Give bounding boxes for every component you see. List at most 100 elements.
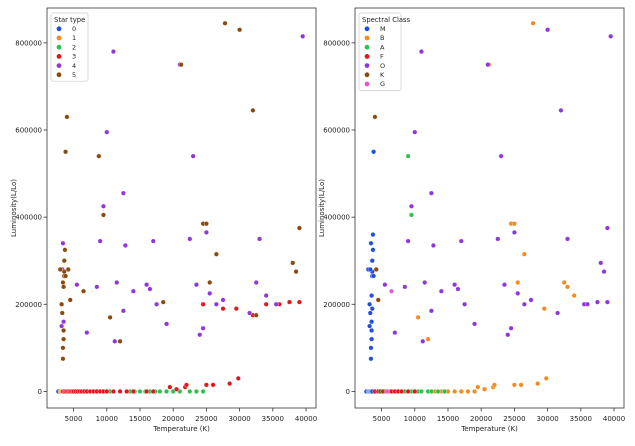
data-point (535, 381, 541, 387)
data-point (565, 236, 571, 242)
legend-marker (364, 35, 370, 41)
data-point (369, 327, 375, 333)
legend-title: Spectral Class (362, 16, 411, 24)
data-point (61, 319, 67, 325)
x-tick-label: 5000 (65, 415, 83, 423)
data-point (368, 356, 374, 362)
x-tick-label: 15000 (129, 415, 151, 423)
data-point (608, 33, 614, 39)
data-point (521, 251, 527, 257)
x-tick-label: 25000 (195, 415, 217, 423)
data-point (227, 381, 233, 387)
data-point (367, 323, 373, 329)
data-point (368, 240, 374, 246)
data-point (57, 266, 63, 272)
legend-entry-label: B (380, 34, 384, 42)
data-point (418, 49, 424, 55)
x-tick-label: 5000 (373, 415, 391, 423)
legend-marker (56, 26, 62, 32)
y-tick-label: 200000 (323, 301, 350, 309)
data-point (465, 388, 471, 394)
data-point (144, 388, 150, 394)
data-point (370, 247, 376, 253)
data-point (555, 310, 561, 316)
data-point (286, 299, 292, 305)
data-point (422, 280, 428, 285)
legend-entry-label: 4 (72, 62, 76, 70)
data-point (420, 338, 426, 344)
data-point (104, 129, 110, 135)
legend-entry-label: 3 (72, 53, 76, 61)
data-point (584, 301, 590, 307)
data-point (114, 280, 120, 285)
data-point (501, 282, 507, 288)
data-point (367, 266, 373, 272)
data-point (61, 336, 67, 342)
data-point (296, 299, 302, 305)
legend-entry-label: F (380, 53, 384, 61)
data-point (370, 232, 376, 238)
data-point (392, 330, 398, 336)
data-point (375, 297, 381, 303)
data-point (200, 301, 206, 307)
data-point (200, 325, 206, 331)
data-point (545, 27, 551, 33)
data-point (120, 190, 126, 196)
data-point (511, 221, 517, 227)
data-point (203, 229, 209, 235)
x-tick-label: 20000 (470, 415, 492, 423)
data-point (220, 297, 226, 303)
data-point (373, 266, 379, 272)
data-point (97, 238, 103, 244)
data-point (59, 323, 65, 329)
data-point (247, 310, 253, 316)
data-point (412, 388, 418, 394)
data-point (604, 299, 610, 305)
y-tick-label: 400000 (15, 214, 42, 222)
data-point (147, 286, 153, 292)
x-tick-label: 20000 (162, 415, 184, 423)
data-point (65, 266, 71, 272)
data-point (601, 269, 607, 275)
data-point (100, 212, 106, 218)
data-point (571, 293, 577, 299)
data-point (402, 284, 408, 290)
data-point (428, 388, 434, 394)
data-point (498, 153, 504, 159)
y-axis-label: Luminosity(L/Lo) (318, 179, 326, 237)
data-point (367, 301, 373, 307)
data-point (164, 321, 170, 327)
data-point (462, 301, 468, 307)
data-point (452, 388, 458, 394)
data-point (257, 236, 263, 242)
data-point (558, 107, 564, 113)
data-point (508, 325, 514, 331)
data-point (94, 284, 100, 290)
data-point (511, 229, 517, 235)
data-point (382, 282, 388, 288)
data-point (60, 280, 66, 285)
data-point (515, 290, 521, 296)
data-point (472, 321, 478, 327)
data-point (130, 388, 136, 394)
data-point (405, 238, 411, 244)
x-tick-label: 15000 (437, 415, 459, 423)
data-point (369, 319, 375, 325)
legend-entry-label: 5 (72, 71, 76, 79)
data-point (399, 388, 404, 394)
x-tick-label: 35000 (262, 415, 284, 423)
data-point (187, 236, 193, 242)
legend-entry-label: K (380, 71, 385, 79)
data-point (482, 386, 487, 392)
data-point (150, 388, 156, 394)
data-point (458, 238, 464, 244)
x-tick-label: 30000 (536, 415, 558, 423)
legend-entry-label: M (380, 25, 386, 33)
data-point (475, 384, 481, 390)
data-point (193, 388, 199, 394)
data-point (104, 388, 110, 394)
data-point (207, 280, 213, 285)
points-group (363, 20, 614, 394)
